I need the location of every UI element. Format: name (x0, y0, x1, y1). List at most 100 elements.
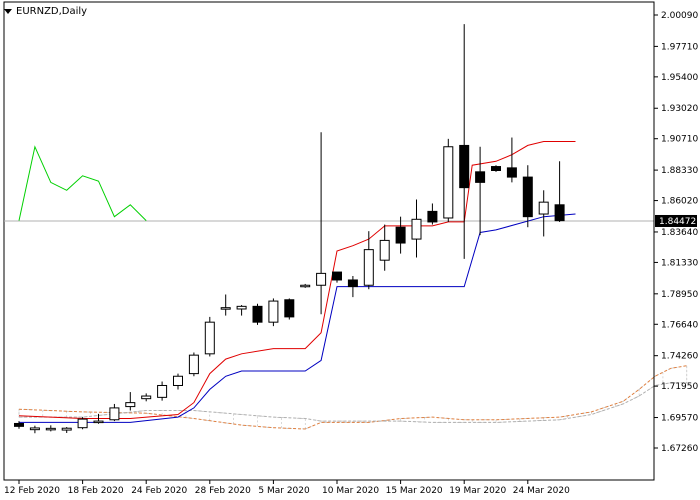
candle-body-bear (332, 271, 342, 281)
candle[interactable] (14, 421, 24, 429)
candle-body-bull (125, 402, 136, 408)
candles[interactable] (14, 24, 565, 434)
candle[interactable] (45, 425, 56, 432)
candle[interactable] (141, 393, 152, 402)
time-axis-label: 28 Feb 2020 (195, 486, 251, 496)
senkou-span-b-line (19, 382, 687, 423)
tenkan-sen-line (18, 141, 576, 419)
price-axis-label: 1.90710 (661, 135, 698, 145)
candle[interactable] (554, 161, 565, 222)
candle[interactable] (411, 199, 422, 258)
candle-body-bull (300, 284, 311, 288)
time-axis-label: 24 Mar 2020 (513, 486, 570, 496)
chikou-span-line (18, 145, 147, 221)
candle[interactable] (157, 381, 168, 401)
candle[interactable] (109, 403, 120, 422)
candle[interactable] (268, 298, 279, 327)
candle-body-bull (29, 427, 40, 431)
candle[interactable] (77, 417, 88, 430)
price-axis-label: 1.67260 (661, 444, 698, 454)
dropdown-arrow-icon[interactable] (4, 8, 12, 14)
candle-body-bull (141, 395, 152, 400)
price-axis-label: 1.86020 (661, 197, 698, 207)
candle-body-bull (538, 201, 549, 215)
candle-body-bull (45, 427, 56, 431)
candle-body-bull (77, 418, 88, 429)
candle[interactable] (236, 305, 247, 316)
time-axis[interactable]: 12 Feb 2020 18 Feb 2020 24 Feb 2020 28 Feb … (4, 479, 654, 496)
candle[interactable] (491, 165, 501, 172)
candle[interactable] (443, 138, 454, 222)
candle-body-bull (236, 305, 247, 310)
price-axis[interactable]: 2.00090 1.97710 1.95400 1.93020 1.90710 1.883… (653, 2, 698, 480)
price-axis-label: 1.78950 (661, 290, 698, 300)
candle[interactable] (61, 427, 72, 433)
candle-body-bull (220, 307, 231, 310)
candle-body-bear (491, 166, 501, 172)
candle-body-bull (109, 407, 120, 421)
candle-body-bear (284, 299, 295, 318)
candle-body-bull (363, 249, 374, 286)
symbol-label: EURNZD,Daily (16, 5, 88, 17)
candle[interactable] (363, 231, 374, 290)
candle[interactable] (300, 283, 311, 288)
candle-body-bear (506, 167, 517, 178)
candle-body-bull (268, 300, 279, 323)
kijun-sen-line (19, 213, 576, 423)
price-axis-label: 1.76640 (661, 320, 698, 330)
time-axis-label: 10 Mar 2020 (322, 486, 379, 496)
current-price-label: 1.84472 (659, 217, 696, 227)
time-axis-label: 12 Feb 2020 (4, 486, 60, 496)
candle-body-bull (379, 239, 390, 261)
price-axis-label: 1.93020 (661, 104, 698, 114)
candle[interactable] (125, 392, 136, 411)
candle[interactable] (284, 298, 295, 320)
candle-body-bear (427, 210, 438, 223)
candle-body-bull (173, 375, 183, 386)
candle[interactable] (29, 425, 40, 434)
current-price-tag: 1.84472 (655, 214, 697, 227)
candle[interactable] (173, 373, 183, 390)
candle-body-bull (316, 272, 327, 286)
candle[interactable] (522, 165, 533, 228)
price-axis-label: 1.97710 (661, 42, 698, 52)
candle[interactable] (459, 24, 470, 259)
price-axis-label: 1.88330 (661, 166, 698, 176)
candle[interactable] (347, 276, 358, 298)
candle[interactable] (93, 413, 104, 424)
candle[interactable] (427, 203, 438, 225)
candle[interactable] (538, 190, 549, 237)
candle[interactable] (220, 294, 231, 316)
candle[interactable] (379, 224, 390, 271)
time-axis-label: 19 Mar 2020 (449, 486, 506, 496)
candle[interactable] (188, 352, 199, 377)
time-axis-label: 24 Feb 2020 (131, 486, 187, 496)
chart-frame (3, 1, 655, 481)
candle-body-bull (188, 354, 199, 375)
candle-body-bear (395, 226, 406, 244)
price-axis-label: 1.71950 (661, 382, 698, 392)
candle[interactable] (332, 271, 342, 283)
candle-body-bear (475, 171, 486, 183)
candle[interactable] (316, 132, 327, 315)
candle[interactable] (395, 216, 406, 254)
price-axis-label: 2.00090 (661, 11, 698, 21)
candle-body-bull (204, 321, 215, 355)
chart-title-bar[interactable]: EURNZD,Daily (4, 4, 87, 18)
candle-body-bull (157, 384, 168, 398)
price-axis-label: 1.81330 (661, 258, 698, 268)
candle[interactable] (506, 137, 517, 183)
candle[interactable] (204, 316, 215, 357)
indicator-lines (4, 141, 654, 423)
ichimoku-cloud (18, 365, 688, 430)
candle-body-bear (252, 305, 263, 323)
candle-body-bear (554, 204, 565, 222)
candle-body-bear (347, 279, 358, 288)
candle[interactable] (475, 146, 486, 236)
candle[interactable] (252, 303, 263, 325)
time-axis-label: 15 Mar 2020 (386, 486, 443, 496)
time-axis-label: 5 Mar 2020 (258, 486, 310, 496)
price-axis-label: 1.83640 (661, 228, 698, 238)
